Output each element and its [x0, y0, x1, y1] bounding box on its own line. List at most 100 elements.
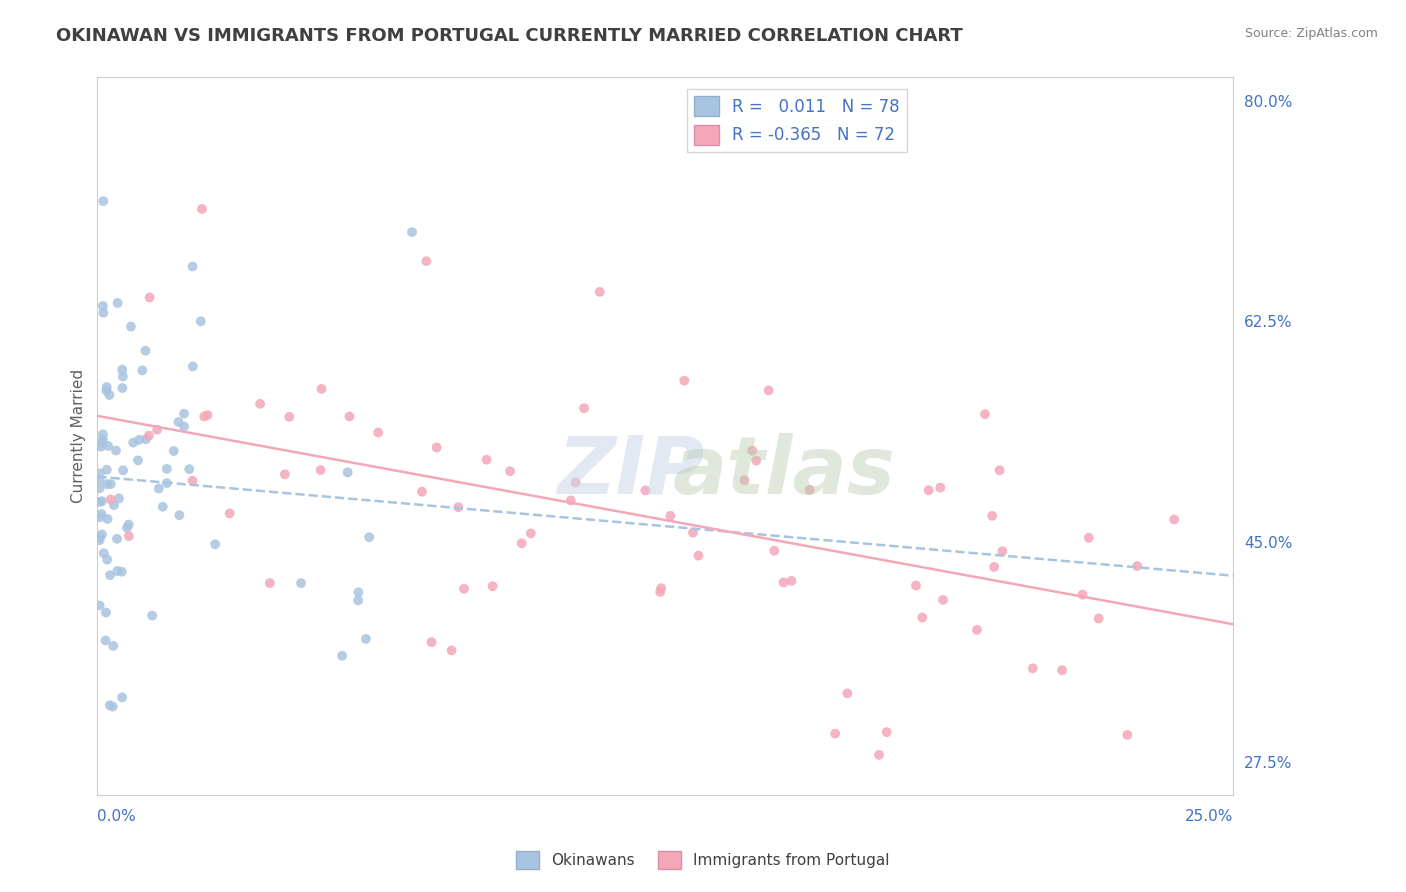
Point [101, 699, 124, 714]
Point [650, 585, 672, 599]
Point [634, 483, 657, 498]
Point [90, 507, 112, 521]
Point [179, 462, 201, 476]
Point [1077, 531, 1099, 545]
Point [758, 384, 780, 398]
Point [146, 423, 169, 437]
Point [105, 532, 128, 546]
Text: 62.5%: 62.5% [1244, 316, 1292, 330]
Point [868, 747, 890, 762]
Point [354, 632, 377, 646]
Point [745, 453, 768, 467]
Point [89, 510, 111, 524]
Point [447, 500, 470, 515]
Point [837, 686, 859, 700]
Point [96, 463, 118, 477]
Point [991, 544, 1014, 558]
Point [173, 419, 195, 434]
Point [89, 599, 111, 613]
Point [111, 362, 134, 376]
Text: atlas: atlas [673, 433, 896, 511]
Point [98, 698, 121, 713]
Point [173, 407, 195, 421]
Point [89, 481, 111, 495]
Point [983, 560, 1005, 574]
Point [440, 643, 463, 657]
Text: 25.0%: 25.0% [1185, 809, 1233, 824]
Point [152, 500, 174, 514]
Point [367, 425, 389, 440]
Point [156, 462, 179, 476]
Point [89, 495, 111, 509]
Point [336, 466, 359, 480]
Point [89, 530, 111, 544]
Point [274, 467, 297, 482]
Point [453, 582, 475, 596]
Point [148, 482, 170, 496]
Point [1126, 559, 1149, 574]
Point [347, 593, 370, 607]
Point [1071, 588, 1094, 602]
Point [134, 343, 156, 358]
Point [91, 427, 114, 442]
Point [128, 433, 150, 447]
Point [93, 306, 115, 320]
Point [772, 575, 794, 590]
Point [90, 440, 112, 454]
Point [105, 564, 128, 578]
Point [112, 463, 135, 477]
Point [111, 381, 134, 395]
Point [499, 464, 522, 478]
Point [100, 477, 122, 491]
Point [89, 467, 111, 481]
Point [780, 574, 803, 588]
Point [141, 608, 163, 623]
Point [650, 581, 672, 595]
Text: 45.0%: 45.0% [1244, 535, 1292, 550]
Point [135, 432, 157, 446]
Point [91, 432, 114, 446]
Point [96, 512, 118, 526]
Point [560, 493, 582, 508]
Point [169, 508, 191, 523]
Text: 80.0%: 80.0% [1244, 95, 1292, 110]
Point [181, 260, 204, 274]
Point [111, 690, 134, 705]
Point [127, 453, 149, 467]
Point [138, 290, 160, 304]
Point [411, 484, 433, 499]
Point [181, 359, 204, 374]
Point [93, 546, 115, 560]
Point [94, 606, 117, 620]
Point [91, 194, 114, 209]
Point [911, 610, 934, 624]
Point [572, 401, 595, 416]
Point [108, 491, 131, 506]
Point [204, 537, 226, 551]
Point [510, 536, 533, 550]
Point [290, 576, 312, 591]
Point [120, 319, 142, 334]
Point [339, 409, 361, 424]
Point [98, 388, 121, 402]
Point [824, 726, 846, 740]
Point [420, 635, 443, 649]
Text: Source: ZipAtlas.com: Source: ZipAtlas.com [1244, 27, 1378, 40]
Point [98, 568, 121, 582]
Point [904, 578, 927, 592]
Point [91, 436, 114, 450]
Text: ZIP: ZIP [557, 433, 704, 511]
Point [1116, 728, 1139, 742]
Point [259, 576, 281, 591]
Point [347, 585, 370, 599]
Point [111, 565, 134, 579]
Point [91, 299, 114, 313]
Point [1087, 611, 1109, 625]
Point [520, 526, 543, 541]
Point [118, 517, 141, 532]
Point [359, 530, 381, 544]
Point [415, 254, 437, 268]
Point [197, 408, 219, 422]
Point [929, 481, 952, 495]
Point [330, 648, 353, 663]
